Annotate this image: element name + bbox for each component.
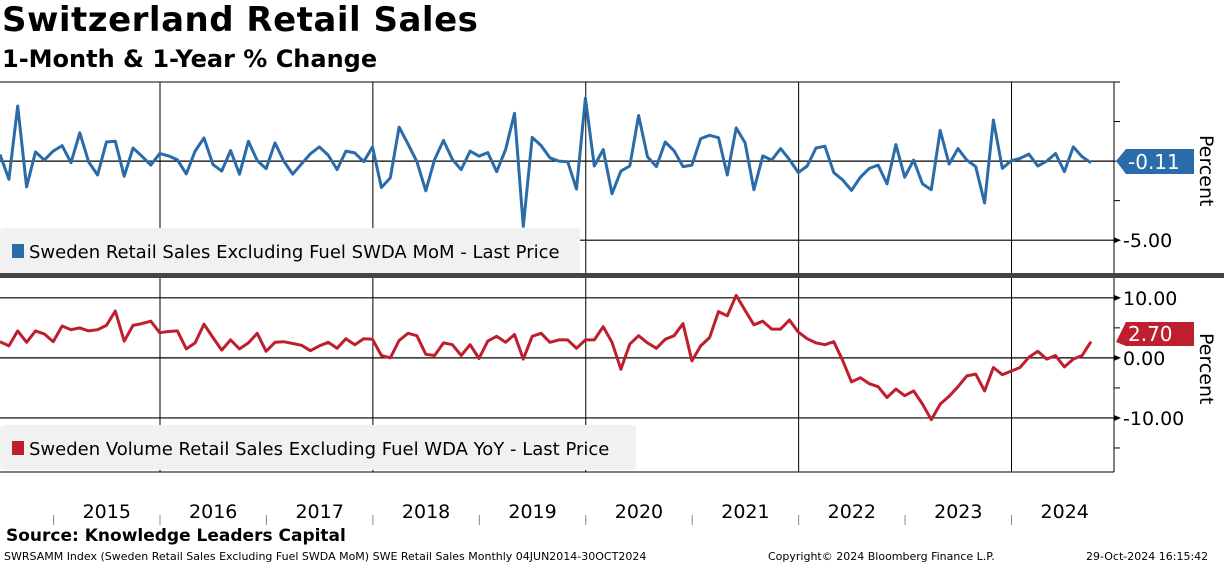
x-tick-label: 2019 (508, 501, 556, 523)
panel-divider[interactable] (0, 273, 1224, 278)
y-tick-label: 10.00 (1123, 288, 1177, 310)
legend-mom: Sweden Retail Sales Excluding Fuel SWDA … (0, 228, 580, 274)
y-tick-arrow (1114, 237, 1121, 244)
x-tick-label: 2022 (828, 501, 876, 523)
series-line-mom (0, 96, 1092, 228)
legend-label-yoy: Sweden Volume Retail Sales Excluding Fue… (29, 439, 609, 460)
x-tick-label: 2020 (615, 501, 663, 523)
legend-label-mom: Sweden Retail Sales Excluding Fuel SWDA … (29, 242, 560, 263)
y-tick-arrow (1114, 414, 1121, 421)
legend-swatch-mom (12, 244, 24, 258)
y-tick-label: -10.00 (1123, 408, 1184, 430)
x-tick-label: 2024 (1041, 501, 1089, 523)
last-value-mom: -0.11 (1128, 150, 1180, 174)
x-tick-label: 2021 (721, 501, 769, 523)
series-line-yoy (0, 293, 1093, 422)
y-axis-title-yoy: Percent (1195, 333, 1217, 405)
legend-swatch-yoy (12, 441, 24, 455)
y-tick-arrow (1114, 294, 1121, 301)
last-value-tag-yoy: 2.70 (1116, 322, 1194, 346)
y-tick-arrow (1114, 354, 1121, 361)
x-tick-label: 2016 (189, 501, 237, 523)
legend-yoy: Sweden Volume Retail Sales Excluding Fue… (0, 425, 636, 470)
source-note: Source: Knowledge Leaders Capital (6, 526, 346, 546)
last-value-tag-mom: -0.11 (1116, 149, 1194, 174)
x-tick-label: 2015 (83, 501, 131, 523)
page-title: Switzerland Retail Sales (2, 0, 479, 40)
footer-timestamp: 29-Oct-2024 16:15:42 (1086, 550, 1209, 563)
footer-description: SWRSAMM Index (Sweden Retail Sales Exclu… (4, 550, 647, 563)
page-subtitle: 1-Month & 1-Year % Change (2, 45, 378, 73)
last-value-yoy: 2.70 (1128, 322, 1173, 346)
x-tick-label: 2017 (295, 501, 343, 523)
y-tick-label: 0.00 (1123, 348, 1165, 370)
x-tick-label: 2023 (934, 501, 982, 523)
y-tick-label: -5.00 (1123, 230, 1172, 252)
y-axis-title-mom: Percent (1195, 135, 1217, 207)
footer-copyright: Copyright© 2024 Bloomberg Finance L.P. (768, 550, 995, 563)
x-tick-label: 2018 (402, 501, 450, 523)
